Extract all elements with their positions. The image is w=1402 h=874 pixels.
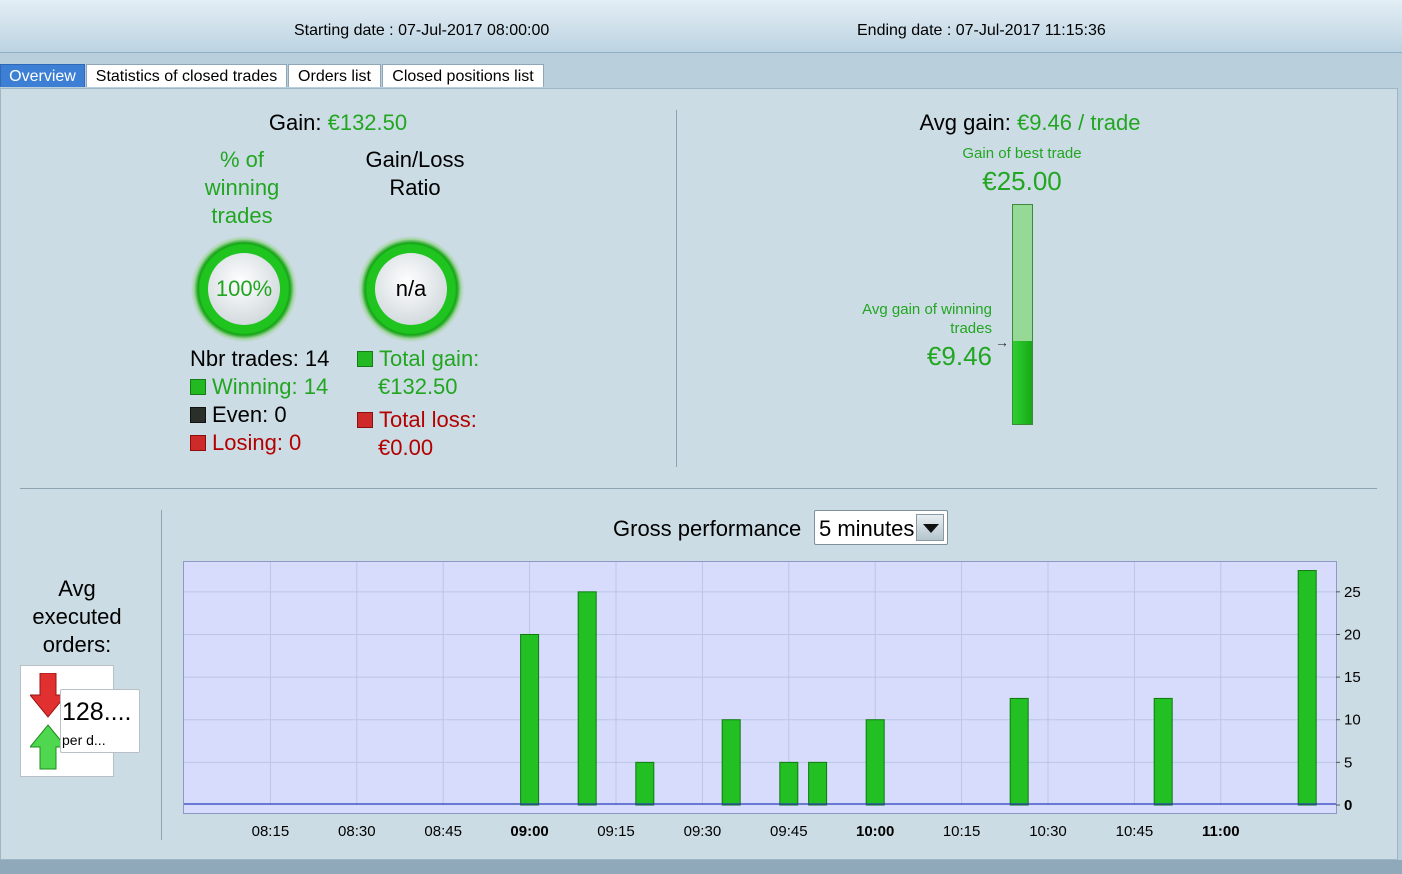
nbr-trades: Nbr trades: 14 [190,346,330,371]
performance-title: Gross performance [613,516,802,541]
period-select[interactable]: 5 minutes [814,510,948,545]
bar [808,761,828,806]
winning-swatch [190,379,206,395]
y-tick-label: 15 [1344,669,1361,686]
losing-count: Losing: 0 [190,430,301,456]
gain-value: €132.50 [327,110,408,135]
gain-loss-ratio-gauge: n/a [358,236,464,342]
winning-pct-value: 100% [208,253,280,325]
x-tick-label: 09:00 [510,823,548,840]
winning-count-label: Winning: 14 [212,374,329,399]
avg-gain-summary: Avg gain: €9.46 / trade [680,110,1380,136]
gain-loss-ratio-value: n/a [375,253,447,325]
bar [721,719,741,806]
total-loss-swatch [357,412,373,428]
total-loss: Total loss: [357,407,477,433]
even-count: Even: 0 [190,402,287,428]
orders-value: 128.... [62,698,132,726]
tab-overview[interactable]: Overview [0,64,85,87]
total-loss-label: Total loss: [379,407,477,432]
x-tick-label: 09:30 [684,823,722,840]
bottom-bar [0,860,1402,874]
x-tick-label: 11:00 [1202,823,1240,840]
gain-label: Gain: [268,110,322,135]
even-count-label: Even: 0 [212,402,287,427]
gain-summary: Gain: €132.50 [0,110,676,136]
y-tick-label: 20 [1344,626,1361,643]
avg-gain-label: Avg gain: [919,110,1011,135]
best-trade-value: €25.00 [982,166,1062,196]
arrow-right-icon: → [995,334,1009,350]
y-tick-label: 25 [1344,584,1361,601]
chevron-down-icon[interactable] [916,514,944,541]
y-tick-label: 5 [1344,754,1352,771]
x-tick-label: 10:45 [1116,823,1154,840]
total-loss-value: €0.00 [378,435,434,460]
bar [1009,697,1029,806]
x-tick-label: 08:45 [424,823,462,840]
total-gain-swatch [357,351,373,367]
y-tick-label: 0 [1344,797,1352,814]
even-swatch [190,407,206,423]
vertical-divider [676,110,677,467]
tab-orders-list[interactable]: Orders list [288,64,381,87]
ending-date: Ending date : 07-Jul-2017 11:15:36 [857,22,1106,39]
starting-date: Starting date : 07-Jul-2017 08:00:00 [294,22,550,39]
x-tick-label: 08:15 [252,823,290,840]
bar [520,633,540,806]
orders-unit: per d... [62,732,106,748]
orders-title: Avg executed orders: [32,576,122,657]
x-tick-label: 08:30 [338,823,376,840]
x-tick-label: 09:15 [597,823,635,840]
bar [1297,570,1317,806]
bar [577,591,597,806]
losing-swatch [190,435,206,451]
tab-closed-positions-list[interactable]: Closed positions list [382,64,544,87]
best-trade-bar [1012,204,1033,425]
date-header: Starting date : 07-Jul-2017 08:00:00 End… [0,0,1402,53]
avg-gain-value: €9.46 / trade [1016,110,1141,135]
total-gain: Total gain: [357,346,479,372]
bar [635,761,655,806]
period-select-value: 5 minutes [819,516,915,541]
orders-value-card: 128.... per d... [60,689,140,753]
gain-loss-ratio-title: Gain/Loss Ratio [365,147,465,200]
x-tick-label: 10:15 [943,823,981,840]
winning-pct-title: % of winning trades [204,147,280,228]
winning-count: Winning: 14 [190,374,328,400]
plot-area [184,562,1336,805]
tab-statistics-closed-trades[interactable]: Statistics of closed trades [86,64,287,87]
orders-icon-box: 128.... per d... [20,665,142,781]
y-tick-label: 10 [1344,712,1361,729]
avg-winning-value: €9.46 [926,341,992,371]
orders-divider [161,510,162,840]
bar [1153,697,1173,806]
bar [865,719,885,806]
x-tick-label: 09:45 [770,823,808,840]
winning-pct-gauge: 100% [191,236,297,342]
total-gain-label: Total gain: [379,346,480,371]
best-trade-label: Gain of best trade [962,145,1082,162]
total-gain-value: €132.50 [378,374,458,399]
bar [779,761,799,806]
horizontal-divider [20,488,1377,489]
avg-winning-label: Avg gain of winning trades [862,301,992,337]
x-tick-label: 10:00 [856,823,894,840]
x-tick-label: 10:30 [1029,823,1067,840]
losing-count-label: Losing: 0 [212,430,302,455]
avg-winning-fill [1013,341,1032,424]
